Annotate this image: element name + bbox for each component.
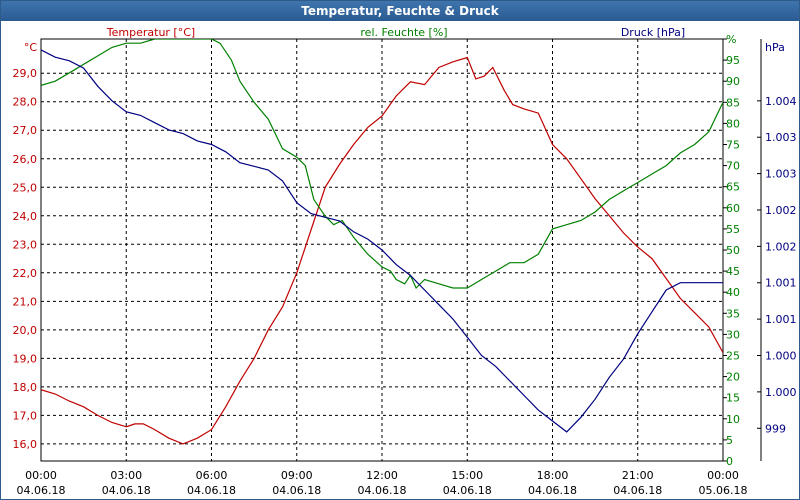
temperature-series-line — [41, 56, 723, 445]
x-tick-label-date: 04.06.18 — [443, 484, 492, 497]
x-tick-label-time: 00:00 — [707, 469, 739, 482]
temperature-tick-label: 22,0 — [13, 267, 38, 280]
x-tick-label-time: 18:00 — [537, 469, 569, 482]
humidity-tick-label: 35 — [726, 307, 740, 320]
humidity-tick-label: 30 — [726, 328, 740, 341]
x-tick-label-time: 00:00 — [25, 469, 57, 482]
series-label-pressure: Druck [hPa] — [621, 26, 685, 39]
temperature-tick-label: 16,0 — [13, 438, 38, 451]
x-tick-label-date: 04.06.18 — [528, 484, 577, 497]
pressure-tick-label: 1.003 — [765, 168, 797, 181]
temperature-tick-label: 24,0 — [13, 210, 38, 223]
temperature-tick-label: 23,0 — [13, 238, 38, 251]
temperature-tick-label: 27,0 — [13, 124, 38, 137]
window-title: Temperatur, Feuchte & Druck — [1, 1, 799, 21]
x-tick-label-time: 21:00 — [622, 469, 654, 482]
humidity-series-line — [41, 39, 723, 290]
humidity-tick-label: 45 — [726, 265, 740, 278]
temperature-tick-label: 21,0 — [13, 295, 38, 308]
x-tick-label-time: 15:00 — [451, 469, 483, 482]
temperature-unit: °C — [24, 41, 38, 54]
x-tick-label-date: 04.06.18 — [102, 484, 151, 497]
pressure-tick-label: 999 — [765, 422, 786, 435]
pressure-tick-label: 1.001 — [765, 277, 797, 290]
humidity-tick-label: 70 — [726, 160, 740, 173]
pressure-tick-label: 1.004 — [765, 95, 797, 108]
pressure-tick-label: 1.001 — [765, 313, 797, 326]
humidity-tick-label: 65 — [726, 181, 740, 194]
humidity-tick-label: 15 — [726, 392, 740, 405]
x-tick-label-date: 04.06.18 — [17, 484, 66, 497]
pressure-tick-label: 1.002 — [765, 204, 797, 217]
humidity-tick-label: 90 — [726, 75, 740, 88]
temperature-tick-label: 17,0 — [13, 409, 38, 422]
humidity-tick-label: 50 — [726, 244, 740, 257]
humidity-tick-label: 25 — [726, 350, 740, 363]
humidity-tick-label: 20 — [726, 371, 740, 384]
x-tick-label-date: 04.06.18 — [613, 484, 662, 497]
humidity-tick-label: 80 — [726, 117, 740, 130]
humidity-tick-label: 60 — [726, 202, 740, 215]
series-label-temperature: Temperatur [°C] — [106, 26, 195, 39]
humidity-tick-label: 95 — [726, 54, 740, 67]
pressure-unit: hPa — [765, 41, 785, 54]
x-tick-label-date: 04.06.18 — [358, 484, 407, 497]
x-tick-label-time: 09:00 — [281, 469, 313, 482]
temperature-tick-label: 19,0 — [13, 352, 38, 365]
pressure-tick-label: 1.003 — [765, 131, 797, 144]
series-label-humidity: rel. Feuchte [%] — [360, 26, 447, 39]
x-tick-label-time: 03:00 — [110, 469, 142, 482]
humidity-tick-label: 10 — [726, 413, 740, 426]
humidity-tick-label: 55 — [726, 223, 740, 236]
humidity-tick-label: 5 — [726, 434, 733, 447]
x-tick-label-date: 05.06.18 — [699, 484, 748, 497]
x-tick-label-date: 04.06.18 — [187, 484, 236, 497]
pressure-series-line — [41, 49, 723, 433]
temperature-tick-label: 25,0 — [13, 181, 38, 194]
pressure-tick-label: 1.002 — [765, 240, 797, 253]
x-tick-label-time: 06:00 — [196, 469, 228, 482]
humidity-tick-label: 40 — [726, 286, 740, 299]
temperature-tick-label: 20,0 — [13, 324, 38, 337]
humidity-tick-label: 75 — [726, 139, 740, 152]
humidity-tick-label: 85 — [726, 96, 740, 109]
pressure-tick-label: 1.000 — [765, 386, 797, 399]
humidity-tick-label: 0 — [726, 455, 733, 468]
x-tick-label-time: 12:00 — [366, 469, 398, 482]
temperature-tick-label: 29,0 — [13, 67, 38, 80]
temperature-tick-label: 28,0 — [13, 96, 38, 109]
x-tick-label-date: 04.06.18 — [272, 484, 321, 497]
pressure-tick-label: 1.000 — [765, 350, 797, 363]
temperature-tick-label: 18,0 — [13, 381, 38, 394]
temperature-tick-label: 26,0 — [13, 153, 38, 166]
humidity-tick-label: % — [726, 33, 736, 46]
